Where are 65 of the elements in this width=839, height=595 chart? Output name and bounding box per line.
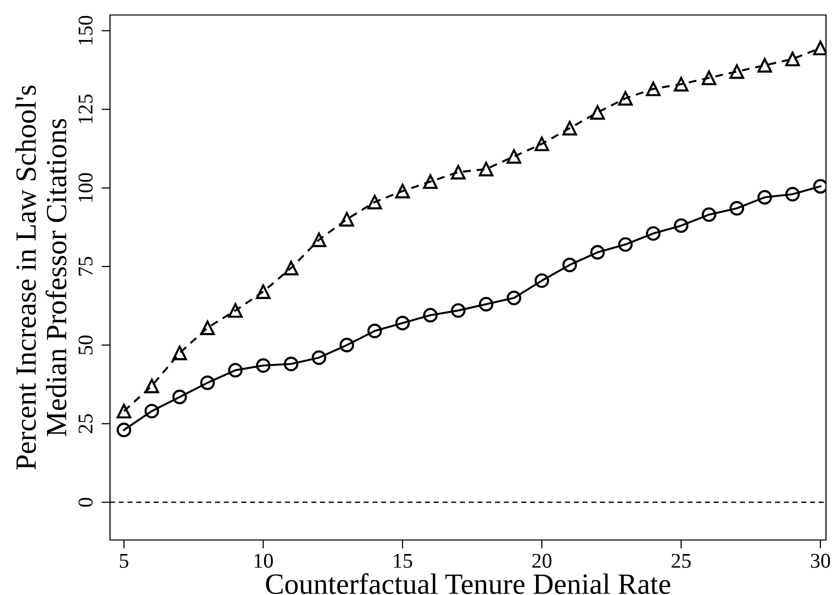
point	[284, 356, 298, 372]
point	[785, 186, 800, 202]
point	[730, 64, 744, 79]
x-tick-label: 5	[120, 554, 128, 568]
point	[450, 164, 466, 180]
y-tick-label: 125	[78, 94, 93, 124]
point	[395, 184, 410, 198]
point	[534, 136, 550, 152]
point	[674, 76, 688, 92]
point	[478, 162, 494, 176]
point	[367, 194, 382, 210]
y-tick-label: 150	[78, 16, 93, 45]
x-axis-title: Counterfactual Tenure Denial Rate	[266, 573, 670, 594]
point	[674, 218, 688, 233]
point	[312, 350, 326, 365]
y-tick-label: 25	[78, 414, 93, 434]
point	[506, 149, 522, 164]
point	[172, 390, 187, 404]
point	[144, 404, 160, 418]
point	[618, 237, 633, 252]
x-tick-label: 30	[811, 554, 830, 568]
point	[534, 273, 550, 288]
y-tick-label: 50	[78, 335, 93, 354]
point	[702, 70, 716, 86]
point	[228, 303, 243, 318]
point	[618, 91, 633, 106]
point	[172, 346, 187, 360]
point	[116, 422, 132, 438]
point	[144, 378, 160, 394]
x-tick-label: 15	[394, 554, 412, 568]
x-tick-label: 20	[532, 554, 552, 568]
point	[200, 376, 215, 390]
point	[256, 284, 271, 299]
point	[340, 338, 354, 352]
point	[562, 258, 577, 272]
point	[590, 105, 605, 120]
point	[506, 290, 522, 306]
x-tick-label: 25	[672, 554, 691, 568]
point	[562, 120, 577, 136]
point	[395, 316, 410, 330]
point	[757, 58, 772, 73]
y-tick-label: 0	[78, 498, 93, 507]
x-tick-label: 10	[254, 554, 273, 568]
point	[423, 174, 438, 189]
point	[702, 207, 716, 222]
point	[646, 82, 661, 96]
point	[312, 232, 326, 248]
point	[116, 404, 132, 418]
point	[200, 320, 215, 336]
point	[228, 362, 243, 378]
y-axis-title: Percent Increase in Law School's Median Professor Citations	[15, 86, 66, 470]
point	[785, 52, 800, 66]
point	[367, 324, 382, 338]
point	[284, 260, 298, 276]
point	[646, 226, 661, 241]
point	[757, 190, 772, 205]
y-tick-label: 75	[78, 256, 93, 276]
point	[450, 303, 466, 318]
point	[256, 358, 271, 373]
point	[340, 212, 354, 227]
y-tick-label: 100	[78, 173, 93, 202]
point	[423, 308, 438, 323]
point	[590, 245, 605, 260]
point	[730, 201, 744, 216]
point	[478, 296, 494, 312]
